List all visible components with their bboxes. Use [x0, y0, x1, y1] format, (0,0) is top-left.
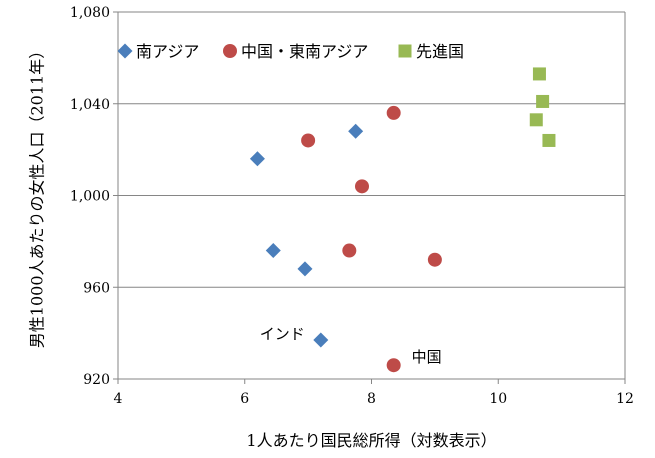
- data-point: [386, 358, 401, 373]
- y-tick-label: 920: [83, 372, 110, 388]
- x-tick-label: 10: [489, 391, 507, 407]
- data-point: [249, 151, 265, 167]
- gridlines: [118, 11, 625, 288]
- data-point: [348, 123, 364, 139]
- y-tick-label: 1,080: [70, 5, 110, 21]
- legend: 南アジア 中国・東南アジア 先進国: [117, 42, 464, 61]
- legend-marker: [117, 43, 133, 59]
- x-tick-label: 4: [114, 391, 123, 407]
- data-point: [297, 261, 313, 277]
- data-point: [542, 133, 556, 147]
- data-point: [354, 179, 369, 194]
- y-tick-label: 960: [83, 280, 110, 296]
- data-point: [265, 243, 281, 259]
- legend-marker: [223, 44, 237, 58]
- legend-label: 南アジア: [136, 42, 199, 61]
- tick-labels: 920 960 1,000 1,040 1,080 4 6 8 10 12: [70, 5, 634, 407]
- axes: [113, 11, 626, 384]
- data-points: [249, 67, 556, 373]
- y-tick-label: 1,000: [70, 189, 110, 205]
- x-tick-label: 8: [367, 391, 376, 407]
- point-annotation: 中国: [412, 348, 442, 366]
- legend-label: 先進国: [416, 42, 464, 61]
- x-tick-label: 6: [240, 391, 249, 407]
- data-point: [313, 332, 329, 348]
- x-tick-label: 12: [616, 391, 634, 407]
- legend-marker: [398, 44, 412, 58]
- data-point: [386, 105, 401, 120]
- data-point: [301, 133, 316, 148]
- x-axis-title: 1人あたり国民総所得（対数表示）: [246, 431, 496, 450]
- y-tick-label: 1,040: [70, 97, 110, 113]
- data-point: [342, 243, 357, 258]
- data-point: [529, 113, 543, 127]
- data-point: [532, 67, 546, 81]
- data-point: [427, 252, 442, 267]
- y-axis-title: 男性1000人あたりの女性人口（2011年）: [28, 43, 47, 348]
- point-annotation: インド: [260, 325, 305, 343]
- data-point: [536, 94, 550, 108]
- legend-label: 中国・東南アジア: [241, 42, 368, 61]
